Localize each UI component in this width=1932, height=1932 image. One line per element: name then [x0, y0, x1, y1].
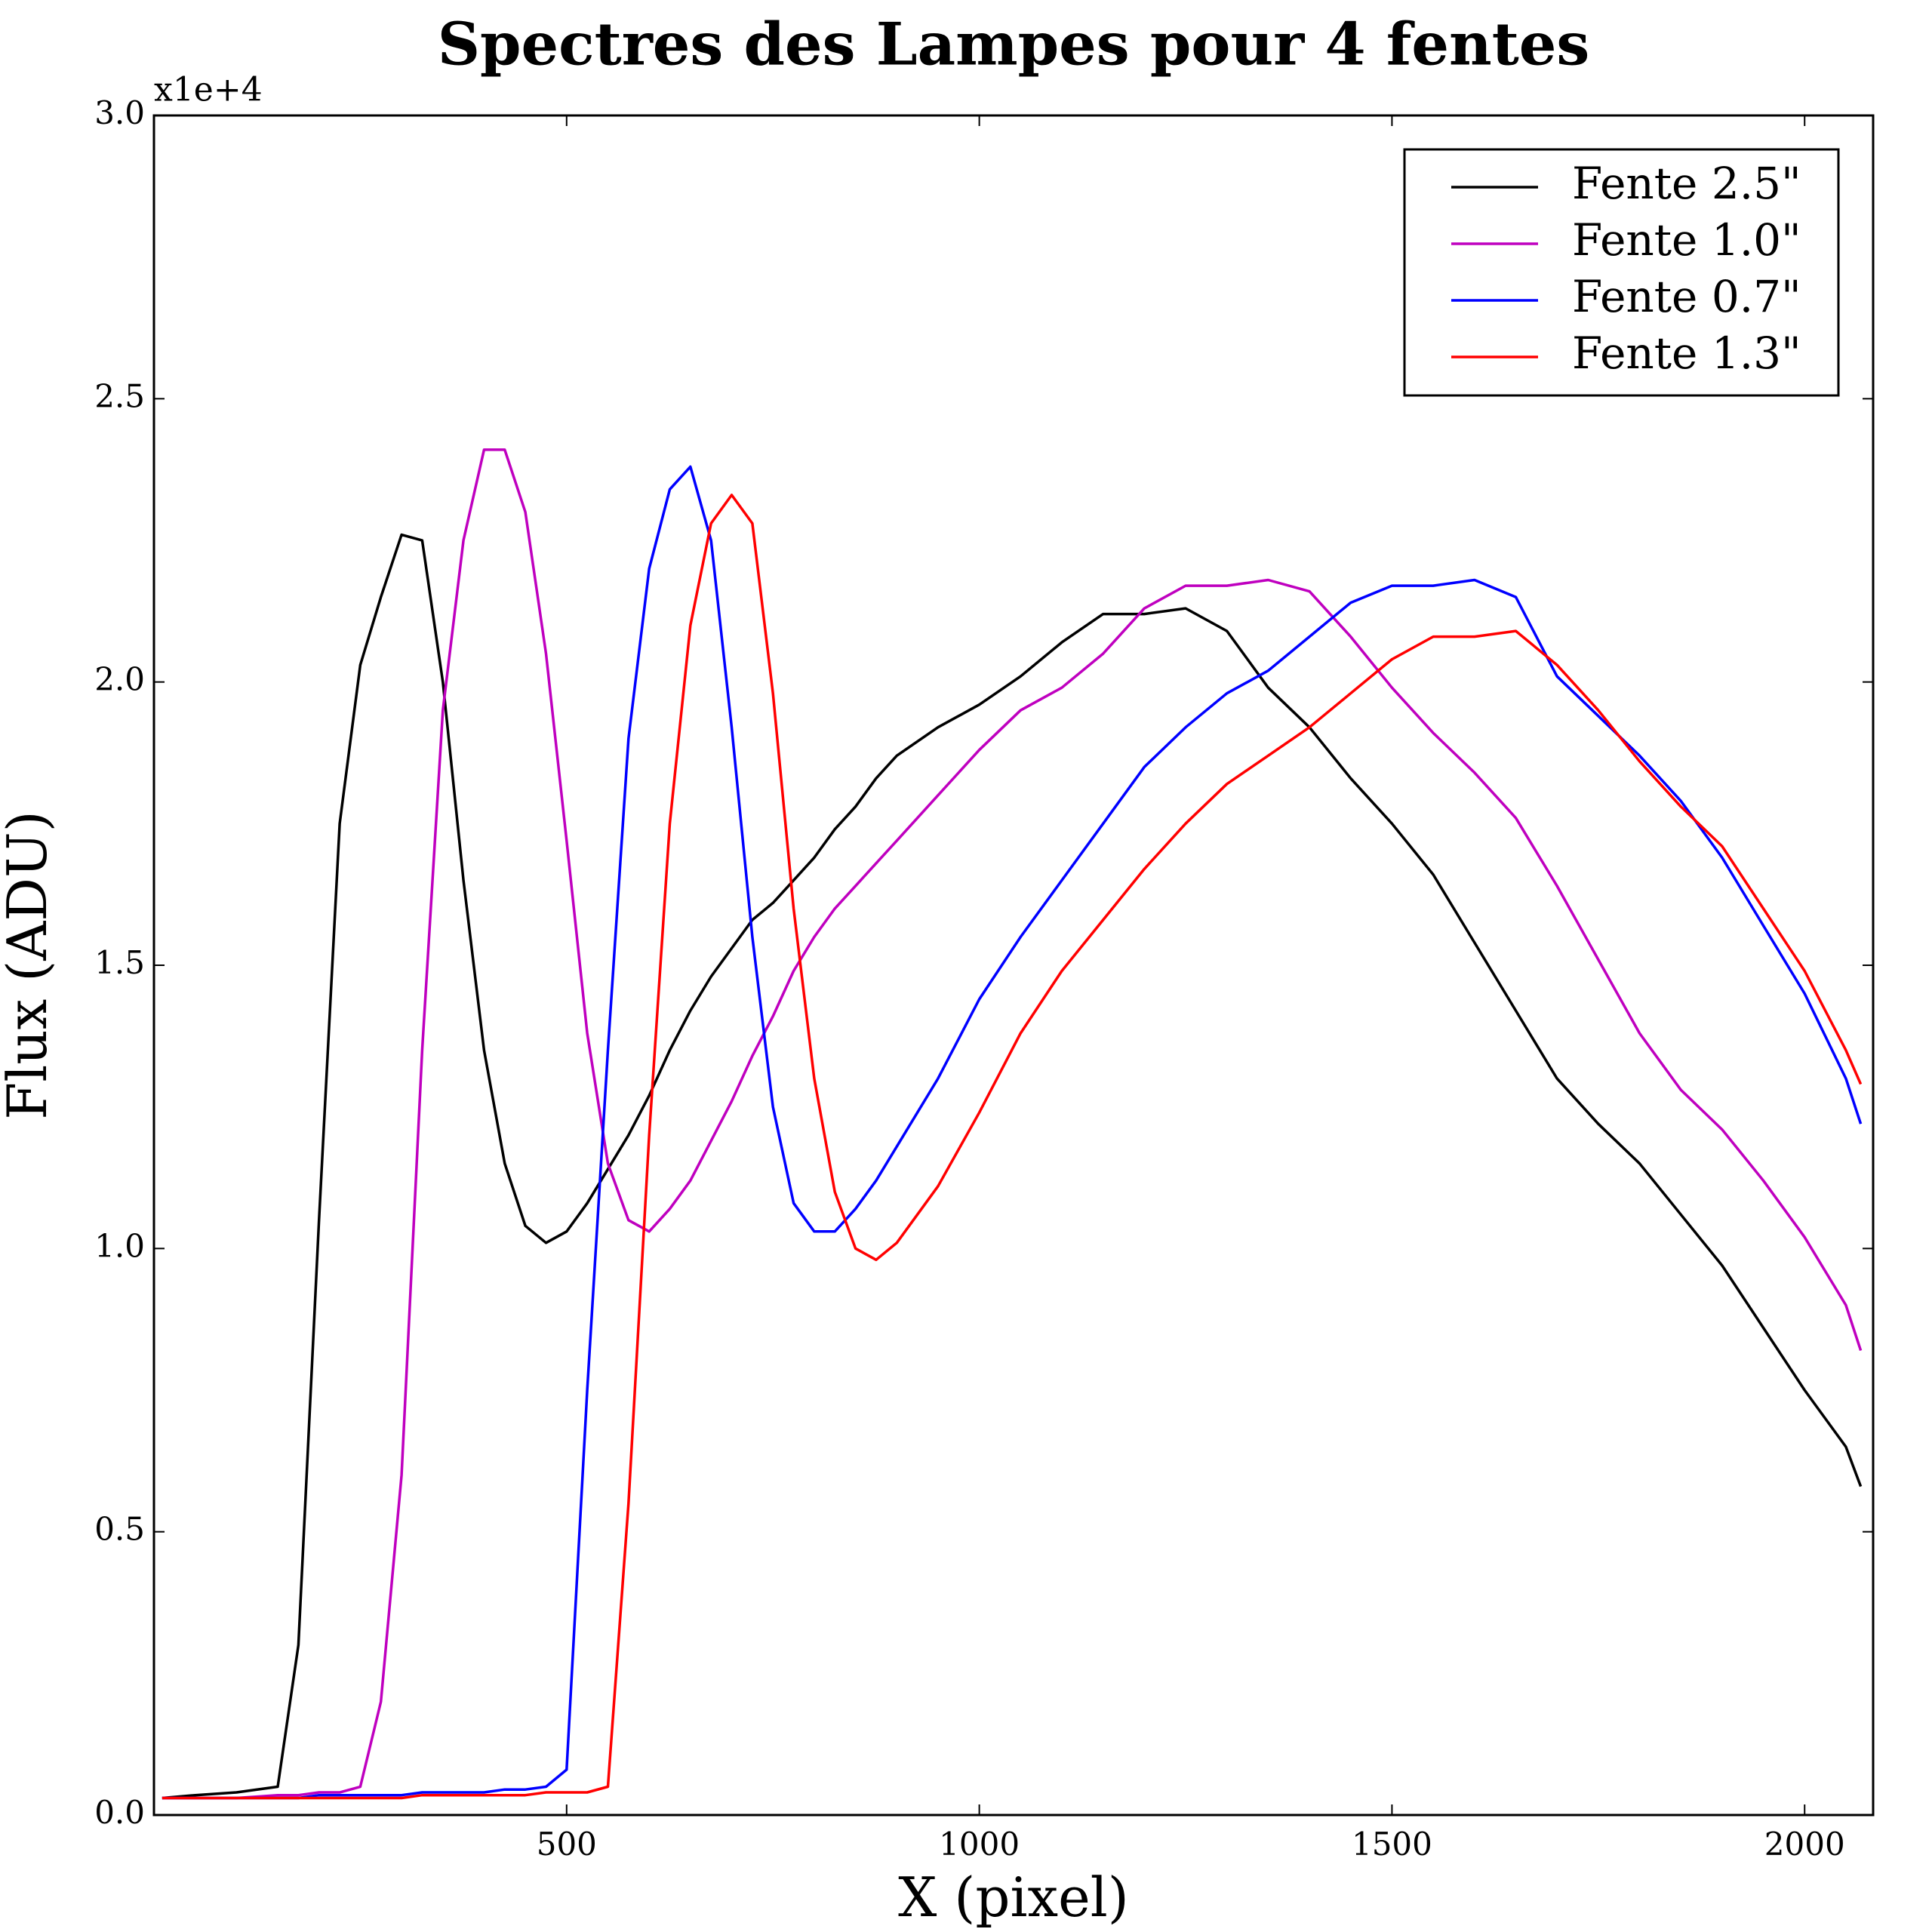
y-tick-label: 0.5	[94, 1511, 145, 1548]
series-line	[162, 494, 1863, 1800]
legend-label: Fente 1.3"	[1572, 328, 1801, 379]
x-tick-label: 500	[537, 1826, 597, 1863]
y-offset-label: x1e+4	[154, 71, 263, 109]
y-tick-label: 1.5	[94, 944, 145, 981]
x-tick-label: 1000	[939, 1826, 1020, 1863]
legend-label: Fente 0.7"	[1572, 271, 1801, 322]
legend-label: Fente 1.0"	[1572, 214, 1801, 266]
chart-title: Spectres des Lampes pour 4 fentes	[438, 11, 1590, 79]
x-axis-label: X (pixel)	[898, 1866, 1129, 1929]
y-tick-label: 2.5	[94, 377, 145, 414]
series-line	[162, 465, 1863, 1800]
series-line	[162, 533, 1863, 1800]
x-tick-label: 2000	[1764, 1826, 1845, 1863]
x-tick-label: 1500	[1352, 1826, 1432, 1863]
y-tick-label: 2.0	[94, 661, 145, 698]
y-tick-label: 3.0	[94, 94, 145, 131]
y-tick-label: 1.0	[94, 1227, 145, 1264]
series-line	[162, 448, 1863, 1800]
y-axis-label: Flux (ADU)	[0, 811, 59, 1119]
plot-frame	[152, 114, 1875, 1817]
legend-label: Fente 2.5"	[1572, 158, 1801, 209]
legend-box	[1403, 148, 1840, 397]
y-tick-label: 0.0	[94, 1794, 145, 1831]
